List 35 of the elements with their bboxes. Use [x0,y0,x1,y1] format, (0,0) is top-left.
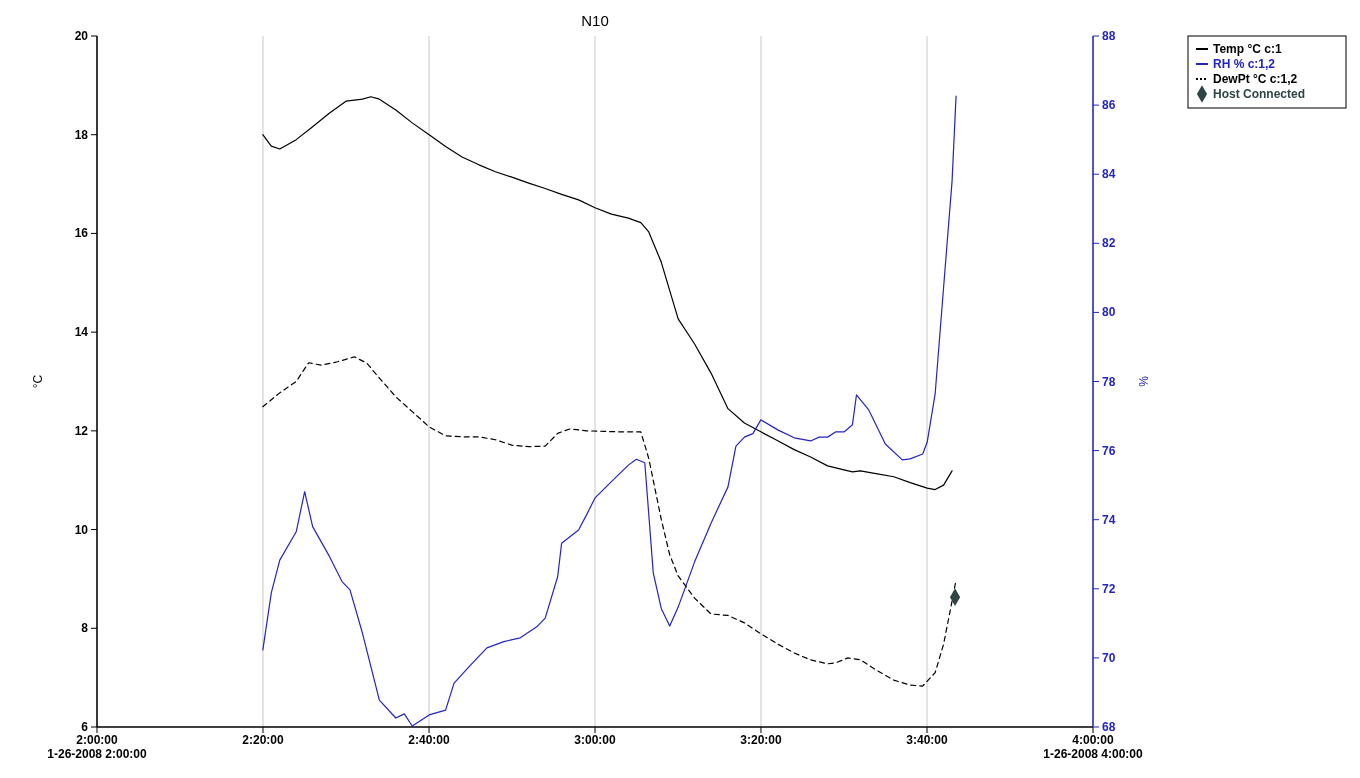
y-tick-label: 10 [74,522,89,537]
y2-tick-label: 74 [1102,512,1116,527]
x-tick-label: 2:40:00 [408,733,451,747]
y2-tick-label: 80 [1102,305,1116,320]
legend-label: Temp °C c:1 [1213,42,1282,56]
x-tick-label: 3:20:00 [740,733,782,747]
x-tick-label: 2:20:00 [242,733,284,747]
y-tick-label: 20 [74,29,89,43]
line-series [262,96,953,491]
y2-tick-label: 84 [1102,167,1116,182]
y-tick-label: 6 [81,720,89,734]
y-axis-title: °C [31,374,45,389]
line-series [262,95,957,727]
y-tick-label: 18 [74,127,89,142]
y2-tick-label: 70 [1102,650,1116,665]
y2-tick-label: 82 [1102,236,1116,251]
x-tick-label: 2:00:00 1-26-2008 2:00:00 [47,733,148,761]
y2-tick-label: 72 [1102,581,1116,596]
chart-title: N10 [581,12,609,29]
y2-tick-label: 68 [1102,720,1116,734]
y-tick-label: 14 [74,325,89,340]
y-tick-label: 8 [81,621,89,636]
y2-tick-label: 86 [1102,98,1116,113]
y2-tick-label: 78 [1102,374,1116,389]
y2-tick-label: 76 [1102,443,1116,458]
legend-label: DewPt °C c:1,2 [1213,72,1298,86]
y2-tick-label: 88 [1102,29,1116,43]
x-tick-label: 3:00:00 [574,733,616,747]
y-tick-label: 16 [74,226,89,241]
x-tick-label: 4:00:00 1-26-2008 4:00:00 [1043,733,1144,761]
x-tick-label: 3:40:00 [906,733,949,747]
y-tick-label: 12 [74,423,89,438]
legend-label: RH % c:1,2 [1213,57,1276,71]
legend-label: Host Connected [1213,87,1306,101]
y2-axis-title: % [1137,375,1151,387]
